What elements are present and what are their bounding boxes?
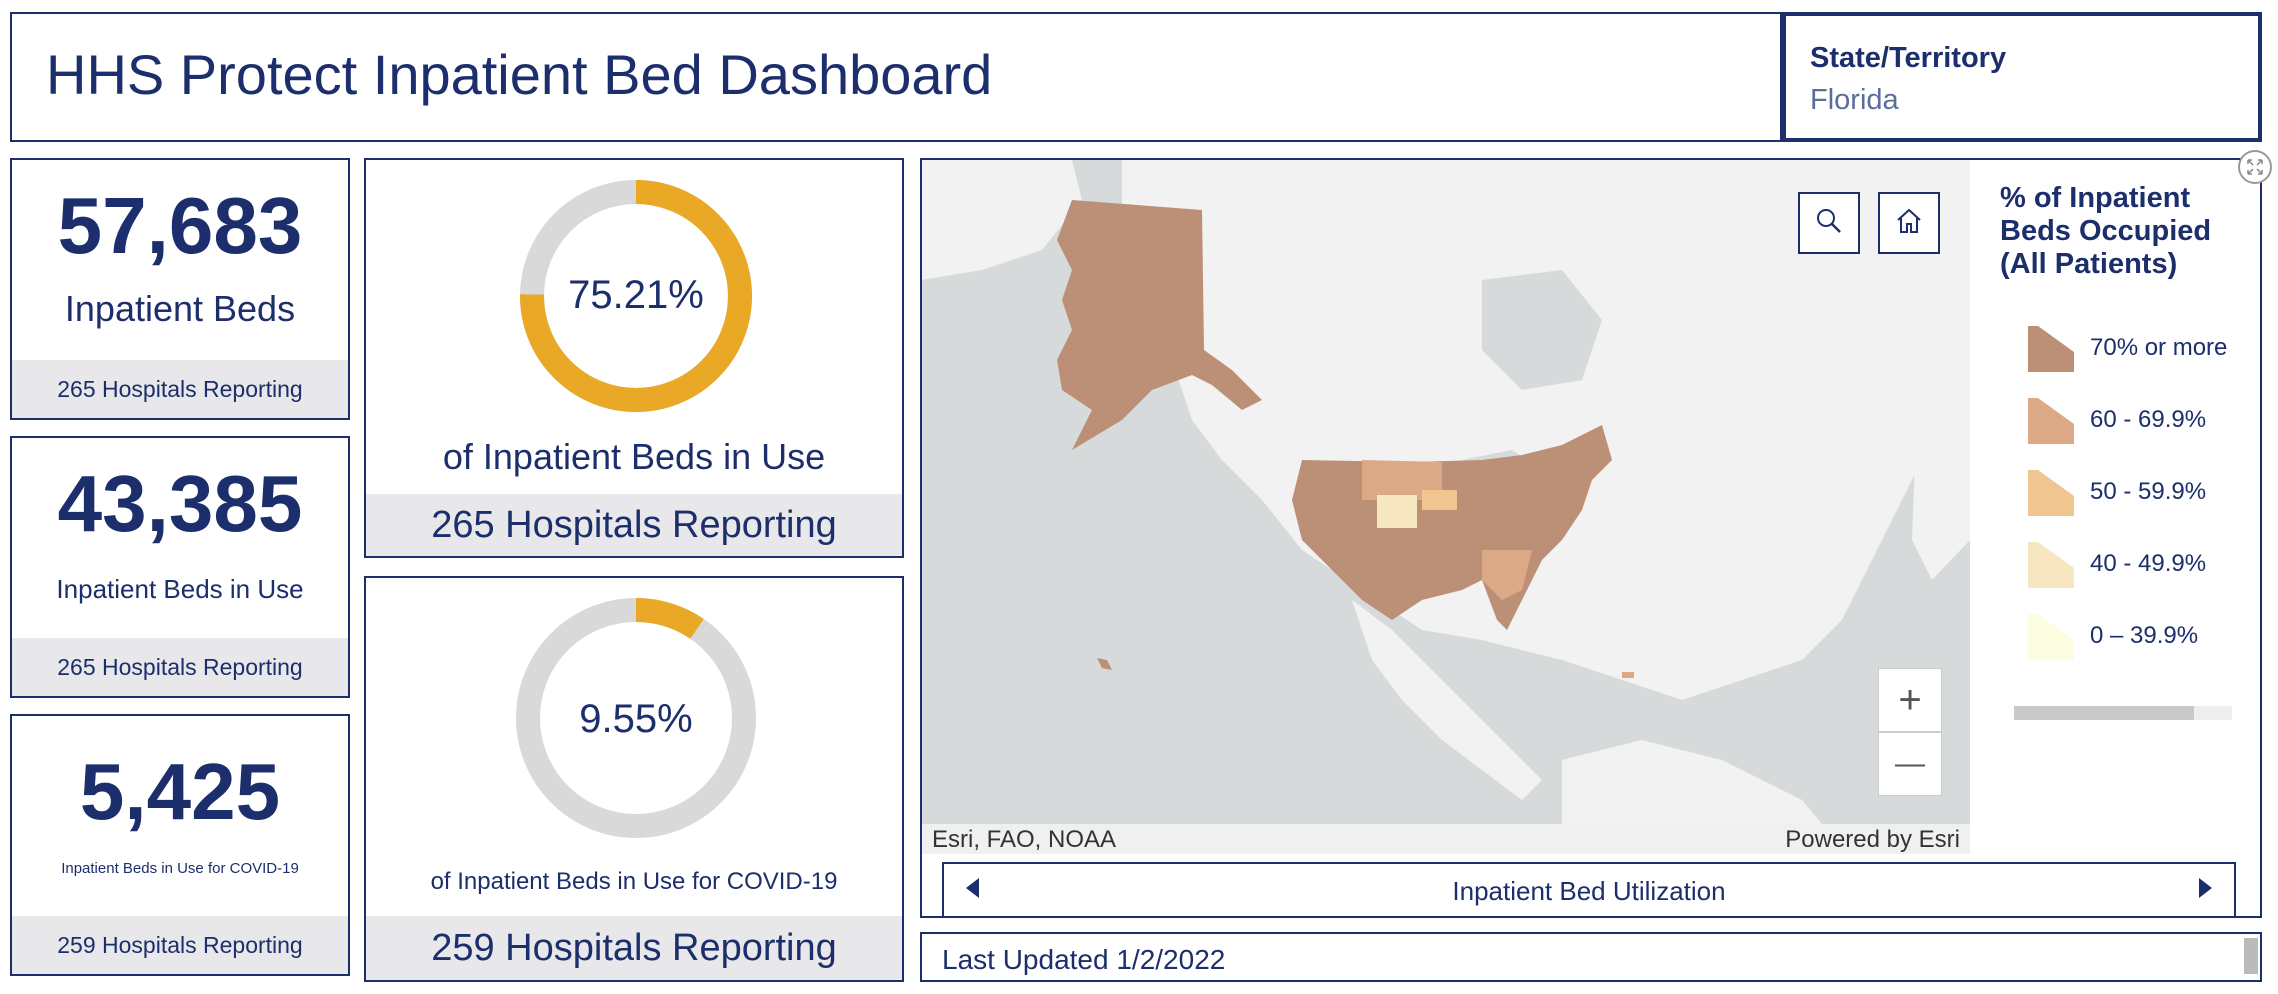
legend-scrollbar[interactable]	[2014, 706, 2232, 720]
last-updated-text: Last Updated 1/2/2022	[942, 944, 1226, 975]
map-home-button[interactable]	[1878, 192, 1940, 254]
search-icon	[1815, 207, 1843, 240]
map-carousel: Inpatient Bed Utilization	[942, 862, 2236, 916]
kpi-footer: 265 Hospitals Reporting	[12, 360, 348, 418]
gauge-fill	[516, 598, 756, 838]
land-hudson-bay	[1482, 270, 1602, 390]
legend-item: 40 - 49.9%	[2028, 542, 2258, 588]
gauge-footer: 259 Hospitals Reporting	[366, 916, 902, 980]
attribution-powered-by[interactable]: Powered by Esri	[1785, 826, 1960, 853]
state-selector[interactable]: State/Territory Florida	[1782, 12, 2262, 142]
state-selector-value[interactable]: Florida	[1810, 84, 1899, 116]
state-wyoming[interactable]	[1377, 495, 1417, 528]
gauge-card-covid-beds: 9.55% of Inpatient Beds in Use for COVID…	[364, 576, 904, 982]
legend-swatch	[2028, 326, 2074, 372]
legend-item: 60 - 69.9%	[2028, 398, 2258, 444]
kpi-card-inpatient-beds: 57,683 Inpatient Beds 265 Hospitals Repo…	[10, 158, 350, 420]
kpi-value: 43,385	[57, 459, 303, 548]
gauge-label: of Inpatient Beds in Use for COVID-19	[430, 868, 838, 895]
kpi-label: Inpatient Beds	[64, 288, 296, 329]
gauge-label: of Inpatient Beds in Use	[442, 436, 826, 477]
legend-item: 50 - 59.9%	[2028, 470, 2258, 516]
gauge-card-beds-in-use: 75.21% of Inpatient Beds in Use 265 Hosp…	[364, 158, 904, 558]
state-hawaii[interactable]	[1097, 658, 1112, 670]
gauge-ring: 9.55%	[516, 598, 756, 838]
kpi-label: Inpatient Beds in Use	[56, 574, 304, 604]
zoom-out-button[interactable]: —	[1878, 732, 1942, 796]
land-south-america	[1562, 740, 1822, 824]
legend-label: 50 - 59.9%	[2090, 478, 2207, 505]
gauge-fill	[520, 180, 752, 412]
carousel-prev-icon[interactable]	[966, 878, 979, 898]
legend-swatch	[2028, 542, 2074, 588]
attribution-sources: Esri, FAO, NOAA	[932, 826, 1117, 853]
map-attribution: Esri, FAO, NOAA Powered by Esri	[922, 824, 1970, 854]
kpi-footer: 265 Hospitals Reporting	[12, 638, 348, 696]
last-updated-scrollbar[interactable]	[2244, 938, 2258, 974]
legend-swatch	[2028, 470, 2074, 516]
legend-label: 0 – 39.9%	[2090, 622, 2199, 649]
map-search-button[interactable]	[1798, 192, 1860, 254]
land-central-america	[1352, 600, 1542, 800]
kpi-footer: 259 Hospitals Reporting	[12, 916, 348, 974]
legend-scroll-thumb[interactable]	[2014, 706, 2194, 720]
zoom-in-button[interactable]: +	[1878, 668, 1942, 732]
kpi-value: 57,683	[57, 181, 303, 270]
state-alaska[interactable]	[1057, 200, 1262, 450]
kpi-value: 5,425	[79, 747, 281, 836]
gauge-footer: 265 Hospitals Reporting	[366, 494, 902, 556]
state-band-southeast[interactable]	[1482, 550, 1532, 600]
choropleth-map[interactable]: + —	[922, 160, 1970, 824]
last-updated-panel: Last Updated 1/2/2022	[920, 932, 2262, 982]
land-greenland	[1682, 160, 1822, 270]
legend-title: % of Inpatient Beds Occupied (All Patien…	[2000, 182, 2212, 280]
gauge-ring: 75.21%	[520, 180, 752, 412]
expand-icon[interactable]	[2238, 150, 2272, 184]
legend-label: 60 - 69.9%	[2090, 406, 2207, 433]
home-icon	[1894, 206, 1924, 241]
legend-swatch	[2028, 614, 2074, 660]
page-title: HHS Protect Inpatient Bed Dashboard	[46, 43, 993, 106]
legend-item: 70% or more	[2028, 326, 2258, 372]
legend-swatch	[2028, 398, 2074, 444]
dashboard-header: HHS Protect Inpatient Bed Dashboard	[10, 12, 1782, 142]
legend-item: 0 – 39.9%	[2028, 614, 2258, 660]
territory-puerto-rico[interactable]	[1622, 672, 1634, 678]
carousel-next-icon[interactable]	[2199, 878, 2212, 898]
kpi-label: Inpatient Beds in Use for COVID-19	[61, 860, 299, 877]
map-panel: + — Esri, FAO, NOAA Powered by Esri % of…	[920, 158, 2262, 918]
kpi-card-covid-beds: 5,425 Inpatient Beds in Use for COVID-19…	[10, 714, 350, 976]
gauge-value: 9.55%	[579, 697, 692, 741]
land-asia	[922, 160, 1082, 280]
legend-label: 40 - 49.9%	[2090, 550, 2207, 577]
land-europe	[1912, 260, 1970, 580]
state-selector-label: State/Territory	[1810, 42, 2007, 74]
state-band-north[interactable]	[1422, 490, 1457, 510]
legend-label: 70% or more	[2090, 334, 2228, 361]
gauge-value: 75.21%	[568, 273, 704, 317]
map-canvas[interactable]	[922, 160, 1970, 824]
carousel-label: Inpatient Bed Utilization	[1452, 876, 1726, 906]
kpi-card-beds-in-use: 43,385 Inpatient Beds in Use 265 Hospita…	[10, 436, 350, 698]
